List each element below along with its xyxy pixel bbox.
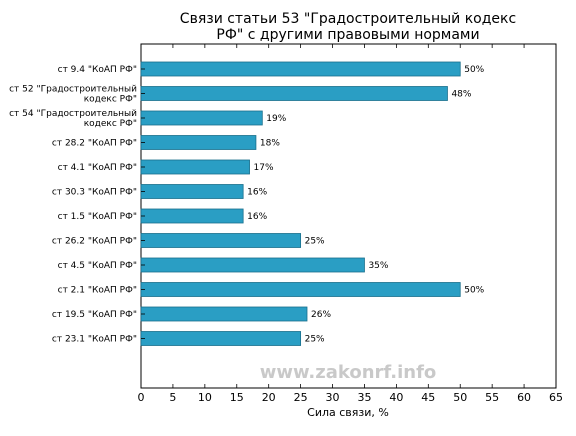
category-label: ст 2.1 "КоАП РФ" <box>58 286 137 296</box>
bar <box>140 233 302 248</box>
bar <box>140 135 257 150</box>
x-tick-label: 50 <box>453 391 467 404</box>
category-label: ст 4.5 "КоАП РФ" <box>58 261 137 271</box>
category-label: кодекс РФ" <box>84 95 137 105</box>
category-label: ст 52 "Градостроительный <box>9 85 137 95</box>
data-label: 17% <box>254 163 274 173</box>
bar <box>140 61 461 77</box>
category-label: ст 30.3 "КоАП РФ" <box>52 188 137 198</box>
x-tick-label: 60 <box>517 391 531 404</box>
bar <box>140 257 365 273</box>
x-tick-label: 45 <box>421 391 435 404</box>
chart-title-line-2: РФ" с другими правовыми нормами <box>216 27 479 43</box>
x-tick-label: 40 <box>389 391 403 404</box>
x-tick-label: 55 <box>485 391 499 404</box>
x-tick-label: 25 <box>294 391 308 404</box>
category-label: ст 1.5 "КоАП РФ" <box>58 212 137 222</box>
category-label: кодекс РФ" <box>84 119 137 129</box>
category-label: ст 23.1 "КоАП РФ" <box>52 335 137 345</box>
chart-title-line-1: Связи статьи 53 "Градостроительный кодек… <box>180 11 516 27</box>
bar <box>140 184 244 199</box>
bar <box>140 110 263 126</box>
watermark: www.zakonrf.info <box>260 362 437 383</box>
bar <box>140 306 308 322</box>
bar <box>140 282 461 297</box>
category-labels: ст 9.4 "КоАП РФ" ст 52 "Градостроительный… <box>9 65 137 345</box>
data-label: 50% <box>464 286 484 296</box>
x-tick-label: 65 <box>549 391 563 404</box>
x-axis-label: Сила связи, % <box>307 406 389 419</box>
bar <box>140 331 302 346</box>
data-label: 26% <box>311 310 331 320</box>
x-tick-label: 15 <box>230 391 244 404</box>
bar <box>140 208 244 224</box>
data-label: 35% <box>368 261 388 271</box>
data-label: 25% <box>305 335 325 345</box>
category-label: ст 4.1 "КоАП РФ" <box>58 163 137 173</box>
data-label: 25% <box>305 237 325 247</box>
x-tick-label: 35 <box>357 391 371 404</box>
data-label: 48% <box>451 90 471 100</box>
data-label: 19% <box>266 114 286 124</box>
x-tick-label: 5 <box>169 391 176 404</box>
x-tick-label: 20 <box>262 391 276 404</box>
x-tick-label: 10 <box>198 391 212 404</box>
bar <box>140 159 250 175</box>
x-axis-ticks: 0 5 10 15 20 25 30 35 40 45 50 55 60 65 <box>138 44 563 404</box>
data-label: 16% <box>247 188 267 198</box>
data-label: 50% <box>464 65 484 75</box>
category-label: ст 9.4 "КоАП РФ" <box>58 65 137 75</box>
x-tick-label: 30 <box>326 391 340 404</box>
category-label: ст 19.5 "КоАП РФ" <box>52 310 137 320</box>
x-tick-label: 0 <box>138 391 145 404</box>
category-label: ст 54 "Градостроительный <box>9 109 137 119</box>
data-label: 18% <box>260 139 280 149</box>
category-label: ст 26.2 "КоАП РФ" <box>52 237 137 247</box>
bar <box>140 86 448 101</box>
category-label: ст 28.2 "КоАП РФ" <box>52 139 137 149</box>
data-label: 16% <box>247 212 267 222</box>
